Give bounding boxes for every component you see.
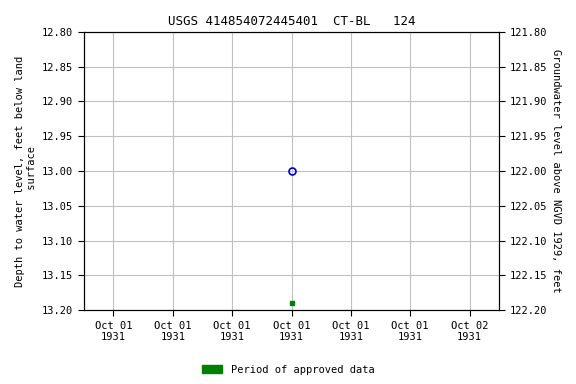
Legend: Period of approved data: Period of approved data (198, 361, 378, 379)
Y-axis label: Depth to water level, feet below land
 surface: Depth to water level, feet below land su… (15, 55, 37, 286)
Y-axis label: Groundwater level above NGVD 1929, feet: Groundwater level above NGVD 1929, feet (551, 49, 561, 293)
Title: USGS 414854072445401  CT-BL   124: USGS 414854072445401 CT-BL 124 (168, 15, 415, 28)
